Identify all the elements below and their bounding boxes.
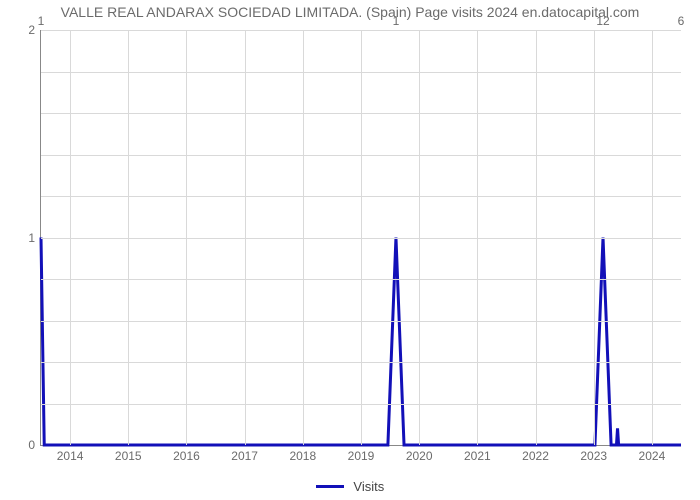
gridline-v — [594, 30, 595, 445]
chart-title: VALLE REAL ANDARAX SOCIEDAD LIMITADA. (S… — [0, 4, 700, 20]
y-tick-label: 1 — [28, 231, 41, 245]
x-tick-label: 2016 — [173, 445, 200, 463]
secondary-x-label: 1 — [38, 14, 45, 30]
x-tick-label: 2023 — [580, 445, 607, 463]
secondary-x-label: 1 — [393, 14, 400, 30]
gridline-v — [303, 30, 304, 445]
gridline-v — [245, 30, 246, 445]
x-tick-label: 2022 — [522, 445, 549, 463]
x-tick-label: 2020 — [406, 445, 433, 463]
gridline-v — [536, 30, 537, 445]
gridline-v — [652, 30, 653, 445]
gridline-v — [361, 30, 362, 445]
x-tick-label: 2015 — [115, 445, 142, 463]
gridline-v — [477, 30, 478, 445]
x-tick-label: 2018 — [289, 445, 316, 463]
y-tick-label: 0 — [28, 438, 41, 452]
legend-label: Visits — [353, 479, 384, 494]
gridline-v — [70, 30, 71, 445]
x-tick-label: 2019 — [348, 445, 375, 463]
legend: Visits — [0, 478, 700, 494]
secondary-x-label: 12 — [596, 14, 609, 30]
x-tick-label: 2014 — [57, 445, 84, 463]
x-tick-label: 2017 — [231, 445, 258, 463]
legend-swatch — [316, 485, 344, 488]
x-tick-label: 2024 — [639, 445, 666, 463]
gridline-v — [128, 30, 129, 445]
gridline-v — [186, 30, 187, 445]
secondary-x-label: 6 — [678, 14, 685, 30]
gridline-v — [419, 30, 420, 445]
x-tick-label: 2021 — [464, 445, 491, 463]
plot-area: 0122014201520162017201820192020202120222… — [40, 30, 681, 446]
